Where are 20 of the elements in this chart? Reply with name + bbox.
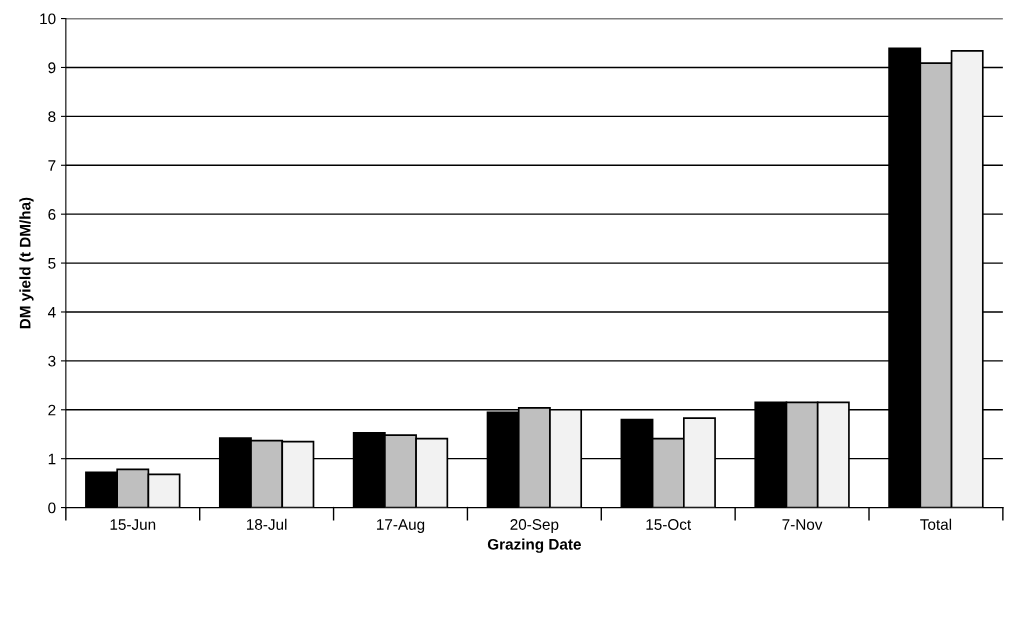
x-tick-label: 18-Jul: [247, 518, 287, 530]
y-tick-label: 4: [47, 307, 56, 318]
y-tick-label: 0: [48, 502, 56, 514]
y-axis-title: DM yield (t DM/ha): [19, 197, 34, 329]
x-tick-label: Total: [920, 518, 952, 530]
x-tick-label: 15-Jun: [110, 519, 156, 530]
y-tick-label: 1: [48, 453, 56, 465]
y-tick-label: 9: [48, 62, 56, 74]
y-tick-label: 7: [48, 160, 56, 171]
x-axis-title: Grazing Date: [487, 538, 581, 553]
x-tick-label: 15-Oct: [646, 519, 692, 530]
x-tick-label: 7-Nov: [782, 519, 823, 530]
y-tick-label: 6: [48, 209, 56, 220]
y-tick-label: 8: [48, 111, 56, 123]
y-tick-label: 2: [48, 404, 56, 416]
x-tick-label: 20-Sep: [510, 519, 559, 533]
x-tick-label: 17-Aug: [377, 519, 425, 533]
y-tick-label: 10: [40, 13, 56, 25]
y-tick-label: 5: [48, 258, 56, 269]
y-tick-label: 3: [48, 355, 56, 367]
